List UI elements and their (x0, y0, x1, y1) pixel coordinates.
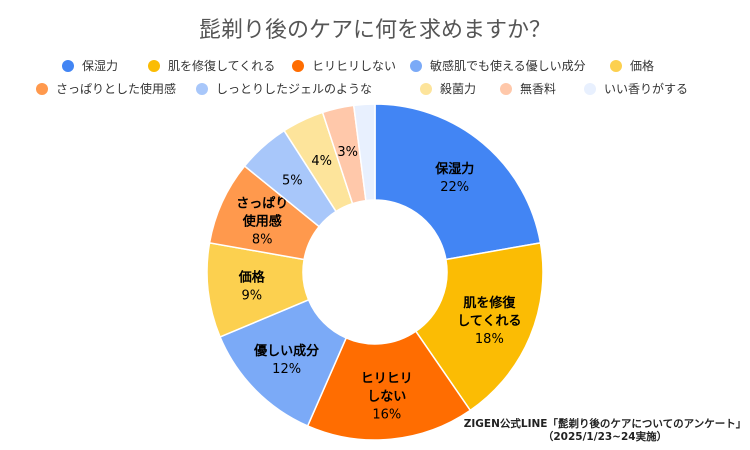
legend-item: 価格 (610, 57, 654, 74)
slice-category-label: 肌を修復 (463, 295, 516, 311)
source-note: ZIGEN公式LINE「髭剃り後のケアについてのアンケート」 （2025/1/2… (460, 418, 750, 444)
source-line-1: ZIGEN公式LINE「髭剃り後のケアについてのアンケート」 (463, 418, 747, 430)
legend-swatch (500, 83, 512, 95)
slice-value-label: 3% (337, 145, 358, 160)
legend-swatch (292, 60, 304, 72)
legend-label: 肌を修復してくれる (168, 59, 276, 73)
legend-item: 無香料 (500, 80, 556, 97)
legend-item: 肌を修復してくれる (148, 57, 275, 74)
chart-title: 髭剃り後のケアに何を求めますか？ (198, 18, 551, 43)
slice-category-label: ヒリヒリ (361, 371, 413, 386)
slice-category-label: しない (367, 389, 406, 404)
legend-swatch (610, 60, 622, 72)
legend-label: さっぱりとした使用感 (56, 82, 177, 96)
legend-item: ヒリヒリしない (292, 57, 396, 74)
slice-value-label: 18% (475, 332, 504, 347)
slice-value-label: 12% (272, 362, 301, 377)
slice-category-label: 優しい成分 (253, 343, 319, 359)
donut-slice (306, 330, 472, 441)
slice-category-label: 価格 (238, 270, 266, 286)
legend-swatch (36, 83, 48, 95)
legend-label: しっとりしたジェルのような (216, 82, 373, 96)
donut-slice (414, 241, 544, 412)
legend-label: 保湿力 (82, 59, 119, 73)
slice-category-label: 使用感 (242, 213, 282, 229)
slice-value-label: 9% (241, 289, 262, 304)
legend-item: しっとりしたジェルのような (196, 80, 372, 97)
slice-value-label: 8% (252, 232, 273, 247)
slice-category-label: 保湿力 (434, 161, 474, 177)
legend-label: ヒリヒリしない (312, 59, 397, 73)
legend-label: 殺菌力 (440, 82, 477, 96)
legend-label: 価格 (630, 59, 655, 73)
legend-item: 敏感肌でも使える優しい成分 (410, 57, 586, 74)
legend-swatch (410, 60, 422, 72)
slice-category-label: さっぱり (236, 195, 288, 211)
legend-swatch (584, 83, 596, 95)
legend-item: いい香りがする (584, 80, 688, 97)
donut-slice (352, 103, 376, 202)
legend-item: 保湿力 (62, 57, 118, 74)
legend-item: さっぱりとした使用感 (36, 80, 176, 97)
slice-value-label: 5% (282, 174, 303, 189)
slice-value-label: 4% (311, 154, 332, 169)
legend-label: 無香料 (520, 82, 557, 96)
legend-swatch (62, 60, 74, 72)
legend-swatch (148, 60, 160, 72)
slice-value-label: 22% (440, 180, 469, 195)
source-line-2: （2025/1/23~24実施） (542, 431, 668, 443)
legend-item: 殺菌力 (420, 80, 476, 97)
slice-value-label: 16% (372, 407, 401, 422)
legend-label: 敏感肌でも使える優しい成分 (430, 59, 586, 73)
slice-category-label: してくれる (457, 314, 521, 329)
legend-swatch (420, 83, 432, 95)
legend-swatch (196, 83, 208, 95)
donut-slice (374, 103, 542, 261)
legend-label: いい香りがする (604, 82, 689, 96)
